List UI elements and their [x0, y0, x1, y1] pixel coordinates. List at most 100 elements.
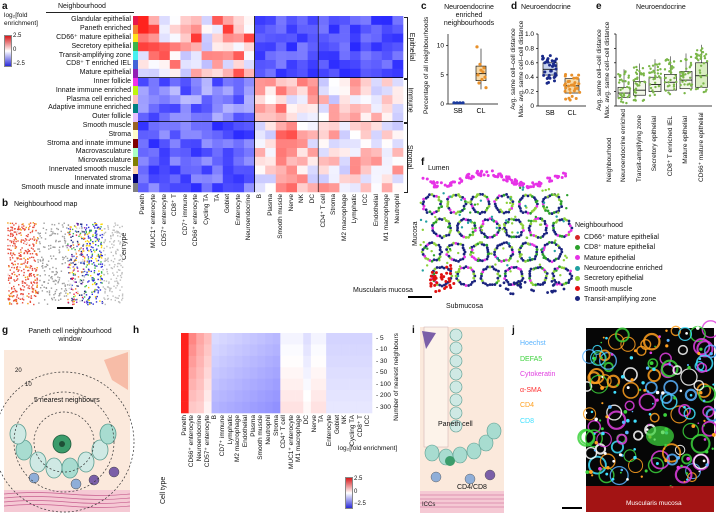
cell-nucleus — [621, 420, 626, 424]
heatmap-cell — [341, 367, 350, 380]
map-cell — [7, 273, 9, 276]
heatmap-row-label: Innate immune enriched — [55, 86, 131, 94]
heatmap-cell — [318, 86, 330, 96]
tissue-structure — [623, 367, 638, 382]
map-cell — [419, 243, 422, 247]
map-cell — [99, 228, 101, 230]
epithelial-cell — [449, 419, 463, 433]
map-cell — [108, 282, 110, 285]
map-cell — [562, 220, 565, 223]
map-cell — [544, 209, 547, 212]
map-cell — [512, 281, 516, 285]
map-cell — [95, 223, 98, 225]
heatmap-cell — [286, 95, 298, 105]
map-cell — [440, 284, 444, 288]
map-cell — [487, 202, 491, 206]
map-cell — [23, 271, 25, 274]
map-cell — [27, 269, 29, 272]
heatmap-cell — [169, 183, 181, 193]
map-cell — [422, 204, 426, 208]
legend-label: Smooth muscle — [584, 285, 633, 293]
map-cell — [80, 261, 82, 264]
map-cell — [68, 234, 70, 236]
heatmap-cell — [286, 156, 298, 166]
data-point — [563, 82, 567, 86]
map-cell — [36, 274, 38, 276]
map-cell — [32, 226, 34, 229]
data-point — [542, 73, 546, 77]
map-cell — [483, 194, 487, 198]
map-cell — [48, 294, 51, 296]
heatmap-cell — [339, 156, 351, 166]
map-cell — [91, 291, 93, 293]
map-cell — [430, 270, 434, 274]
heatmap-cell — [249, 401, 258, 414]
map-cell — [439, 181, 443, 185]
map-cell — [11, 222, 14, 225]
cell-nucleus — [641, 381, 645, 385]
map-cell — [119, 235, 121, 238]
map-cell — [58, 295, 60, 297]
map-cell — [65, 255, 67, 258]
map-cell — [67, 293, 69, 295]
row-color-swatch — [133, 68, 138, 78]
map-cell — [528, 274, 532, 278]
heatmap-row-label: Innervated smooth muscle — [48, 166, 131, 173]
map-cell — [566, 268, 570, 272]
heatmap-cell — [350, 183, 361, 193]
heatmap-cell — [360, 86, 372, 96]
data-point — [548, 54, 552, 58]
heatmap-cell — [307, 24, 319, 34]
map-cell — [69, 264, 72, 266]
map-cell — [567, 230, 571, 234]
cell-nucleus — [647, 423, 650, 426]
heatmap-row-label: Transit-amplifying zone — [58, 51, 131, 59]
map-cell — [29, 238, 32, 240]
map-cell — [509, 254, 513, 258]
map-cell — [119, 262, 121, 265]
heatmap-cell — [297, 86, 308, 96]
data-point — [546, 76, 550, 80]
heatmap-cell — [148, 139, 160, 149]
map-cell — [484, 282, 487, 286]
heatmap-cell — [371, 112, 383, 122]
map-cell — [498, 284, 502, 288]
heatmap-cell — [222, 60, 234, 70]
map-cell — [120, 276, 123, 279]
map-cell — [521, 226, 525, 230]
map-cell — [570, 226, 574, 230]
map-cell — [45, 265, 47, 268]
panel-a-colorbar-title: log₂[fold enrichment] — [4, 12, 38, 27]
map-cell — [20, 255, 22, 257]
map-cell — [21, 274, 23, 277]
map-cell — [16, 294, 19, 296]
heatmap-cell — [339, 42, 351, 52]
map-cell — [70, 239, 73, 242]
data-point — [675, 80, 678, 84]
map-cell — [96, 273, 99, 275]
map-cell — [568, 224, 572, 228]
map-cell — [13, 231, 16, 233]
map-cell — [81, 229, 83, 232]
map-cell — [495, 222, 499, 226]
tissue-structure — [588, 455, 607, 475]
heatmap-cell — [159, 68, 171, 78]
panel-h-label: h — [133, 325, 140, 336]
map-cell — [8, 282, 11, 284]
heatmap-cell — [310, 378, 319, 391]
map-cell — [35, 295, 37, 298]
heatmap-cell — [212, 130, 224, 140]
immune-cell — [88, 474, 100, 486]
map-cell — [66, 284, 69, 286]
map-cell — [437, 289, 441, 293]
heatmap-cell — [265, 148, 277, 158]
map-cell — [79, 248, 81, 250]
map-cell — [119, 241, 122, 243]
map-cell — [543, 219, 547, 223]
map-cell — [8, 265, 10, 267]
cell-nucleus — [680, 464, 683, 468]
heatmap-cell — [265, 333, 273, 345]
heatmap-cell — [350, 95, 361, 105]
map-cell — [27, 256, 30, 258]
map-cell — [100, 271, 103, 273]
